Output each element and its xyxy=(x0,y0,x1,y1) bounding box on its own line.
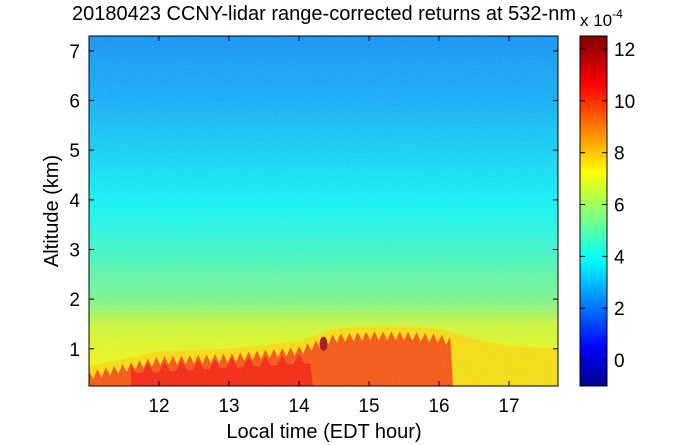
chart-title: 20180423 CCNY-lidar range-corrected retu… xyxy=(72,3,576,25)
colorbar-tick-label: 2 xyxy=(614,299,625,320)
x-tick-label: 15 xyxy=(358,396,379,417)
heatmap-plot-area xyxy=(89,36,558,386)
y-tick-label: 1 xyxy=(69,340,80,361)
colorbar-ticks: 0 2 4 6 8 10 12 xyxy=(580,40,635,372)
y-axis-ticks: 1 2 3 4 5 6 7 xyxy=(69,42,558,361)
y-axis-label: Altitude (km) xyxy=(41,155,63,267)
colorbar: 0 2 4 6 8 10 12 x 10-4 xyxy=(579,7,635,387)
colorbar-exponent: -4 xyxy=(612,7,623,21)
y-tick-label: 2 xyxy=(69,290,80,311)
y-tick-label: 5 xyxy=(69,141,80,162)
x-axis-ticks: 12 13 14 15 16 17 xyxy=(148,36,520,417)
colorbar-multiplier: x 10-4 xyxy=(580,7,623,30)
x-tick-label: 13 xyxy=(218,396,239,417)
x-tick-label: 14 xyxy=(288,396,310,417)
colorbar-tick-label: 12 xyxy=(614,40,635,61)
colorbar-tick-label: 10 xyxy=(614,92,635,113)
colorbar-frame xyxy=(579,35,608,387)
x-tick-label: 17 xyxy=(498,396,519,417)
colorbar-tick-label: 0 xyxy=(614,351,625,372)
x-axis-label: Local time (EDT hour) xyxy=(226,421,421,443)
colorbar-gradient xyxy=(580,36,607,386)
y-tick-label: 6 xyxy=(69,92,80,113)
colorbar-tick-label: 8 xyxy=(614,144,625,165)
heatmap-noise-texture xyxy=(89,36,558,386)
x-tick-label: 16 xyxy=(428,396,449,417)
y-tick-label: 4 xyxy=(69,191,80,212)
y-tick-label: 7 xyxy=(69,42,80,63)
colorbar-tick-label: 4 xyxy=(614,247,625,268)
x-tick-label: 12 xyxy=(148,396,169,417)
colorbar-tick-label: 6 xyxy=(614,196,625,217)
plot-frame xyxy=(88,35,559,387)
y-tick-label: 3 xyxy=(69,240,80,261)
